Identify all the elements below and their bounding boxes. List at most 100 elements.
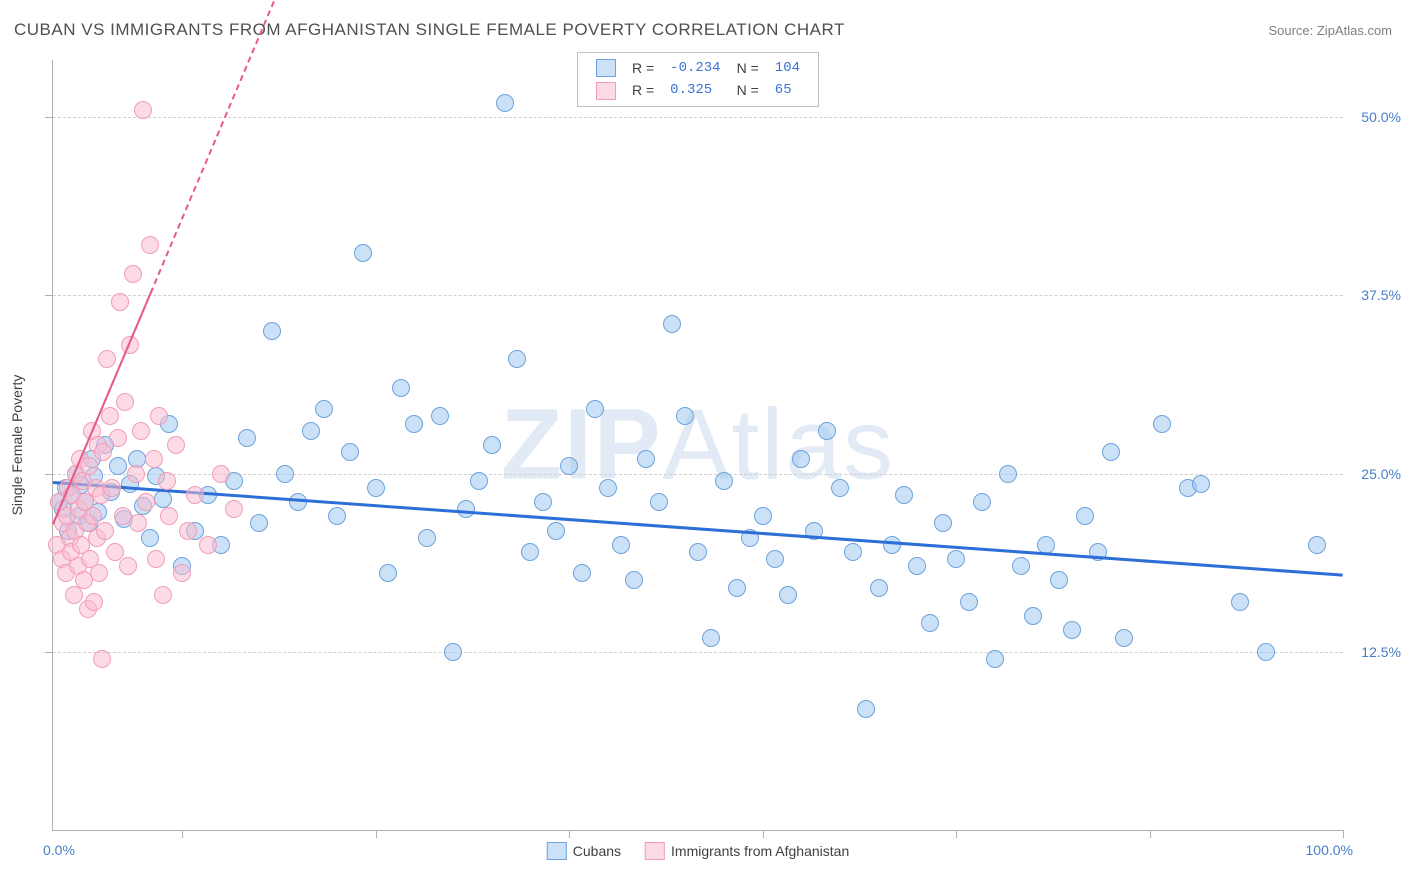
data-point <box>715 472 733 490</box>
trendline <box>53 481 1343 577</box>
data-point <box>599 479 617 497</box>
data-point <box>94 443 112 461</box>
data-point <box>212 465 230 483</box>
data-point <box>250 514 268 532</box>
data-point <box>883 536 901 554</box>
data-point <box>895 486 913 504</box>
data-point <box>560 457 578 475</box>
y-tick <box>45 295 53 296</box>
data-point <box>80 457 98 475</box>
gridline <box>53 117 1343 118</box>
data-point <box>392 379 410 397</box>
data-point <box>147 550 165 568</box>
gridline <box>53 474 1343 475</box>
stats-row-series-1: R = -0.234 N = 104 <box>588 57 808 79</box>
data-point <box>354 244 372 262</box>
x-tick <box>763 830 764 838</box>
r-label: R = <box>624 79 662 101</box>
data-point <box>870 579 888 597</box>
data-point <box>93 650 111 668</box>
y-tick <box>45 474 53 475</box>
data-point <box>818 422 836 440</box>
r-label: R = <box>624 57 662 79</box>
data-point <box>844 543 862 561</box>
data-point <box>137 493 155 511</box>
n-label: N = <box>729 79 767 101</box>
data-point <box>225 500 243 518</box>
data-point <box>444 643 462 661</box>
data-point <box>132 422 150 440</box>
gridline <box>53 295 1343 296</box>
data-point <box>109 429 127 447</box>
data-point <box>173 564 191 582</box>
data-point <box>302 422 320 440</box>
data-point <box>547 522 565 540</box>
data-point <box>134 101 152 119</box>
chart-source: Source: ZipAtlas.com <box>1268 23 1392 38</box>
x-tick <box>376 830 377 838</box>
n-label: N = <box>729 57 767 79</box>
data-point <box>154 586 172 604</box>
data-point <box>1153 415 1171 433</box>
data-point <box>947 550 965 568</box>
data-point <box>276 465 294 483</box>
x-tick <box>182 830 183 838</box>
data-point <box>508 350 526 368</box>
data-point <box>96 522 114 540</box>
data-point <box>341 443 359 461</box>
data-point <box>973 493 991 511</box>
data-point <box>238 429 256 447</box>
data-point <box>1012 557 1030 575</box>
x-tick <box>956 830 957 838</box>
x-axis-max-label: 100.0% <box>1306 842 1353 858</box>
data-point <box>431 407 449 425</box>
data-point <box>141 529 159 547</box>
data-point <box>470 472 488 490</box>
data-point <box>263 322 281 340</box>
data-point <box>119 557 137 575</box>
data-point <box>521 543 539 561</box>
data-point <box>129 514 147 532</box>
data-point <box>483 436 501 454</box>
data-point <box>145 450 163 468</box>
chart-title: CUBAN VS IMMIGRANTS FROM AFGHANISTAN SIN… <box>14 20 845 40</box>
data-point <box>1192 475 1210 493</box>
data-point <box>315 400 333 418</box>
data-point <box>1231 593 1249 611</box>
legend-item-1: Cubans <box>547 842 621 860</box>
data-point <box>534 493 552 511</box>
data-point <box>612 536 630 554</box>
x-tick <box>1150 830 1151 838</box>
data-point <box>1063 621 1081 639</box>
data-point <box>960 593 978 611</box>
data-point <box>111 293 129 311</box>
data-point <box>1257 643 1275 661</box>
swatch-series-1 <box>596 59 616 77</box>
data-point <box>1024 607 1042 625</box>
data-point <box>676 407 694 425</box>
data-point <box>405 415 423 433</box>
data-point <box>199 536 217 554</box>
data-point <box>116 393 134 411</box>
x-tick <box>1343 830 1344 838</box>
data-point <box>934 514 952 532</box>
legend-label-1: Cubans <box>573 843 621 859</box>
data-point <box>103 479 121 497</box>
swatch-legend-1 <box>547 842 567 860</box>
data-point <box>85 593 103 611</box>
y-axis-title: Single Female Poverty <box>9 375 25 516</box>
x-tick <box>569 830 570 838</box>
data-point <box>986 650 1004 668</box>
data-point <box>158 472 176 490</box>
y-tick-label: 12.5% <box>1349 644 1401 660</box>
chart-header: CUBAN VS IMMIGRANTS FROM AFGHANISTAN SIN… <box>14 20 1392 40</box>
x-axis-min-label: 0.0% <box>43 842 75 858</box>
data-point <box>90 564 108 582</box>
data-point <box>1076 507 1094 525</box>
data-point <box>754 507 772 525</box>
legend-label-2: Immigrants from Afghanistan <box>671 843 849 859</box>
data-point <box>379 564 397 582</box>
y-tick-label: 50.0% <box>1349 109 1401 125</box>
data-point <box>160 507 178 525</box>
data-point <box>186 486 204 504</box>
